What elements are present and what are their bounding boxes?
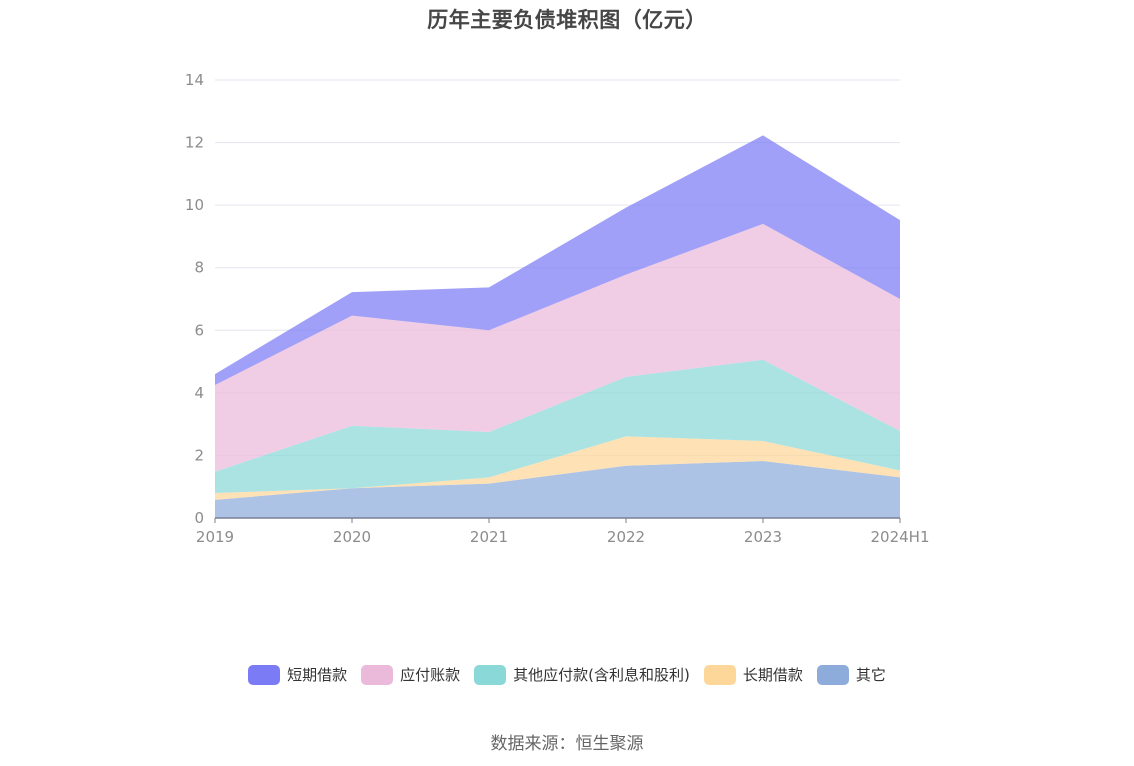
legend-swatch bbox=[248, 664, 281, 685]
x-tick-label: 2024H1 bbox=[871, 528, 930, 546]
chart-title: 历年主要负债堆积图（亿元） bbox=[427, 8, 707, 32]
legend-swatch bbox=[703, 664, 736, 685]
source-note: 数据来源：恒生聚源 bbox=[490, 734, 644, 754]
area-series-layer bbox=[215, 135, 900, 518]
x-tick-label: 2023 bbox=[744, 528, 782, 546]
legend-label: 短期借款 bbox=[287, 666, 348, 684]
x-tick-label: 2021 bbox=[470, 528, 508, 546]
legend-label: 长期借款 bbox=[742, 666, 803, 684]
area-series-0[interactable] bbox=[215, 461, 900, 518]
x-tick-label: 2019 bbox=[196, 528, 234, 546]
legend-item-0[interactable]: 其它 bbox=[816, 664, 886, 685]
stacked-area-chart: 0 2 4 6 8 10 12 14 2019 2020 2021 2022 2023 2024H1 bbox=[185, 71, 930, 546]
legend-swatch bbox=[361, 664, 394, 685]
y-tick-label: 4 bbox=[194, 384, 204, 402]
y-tick-label: 12 bbox=[185, 134, 204, 152]
legend-swatch bbox=[474, 664, 507, 685]
legend-item-1[interactable]: 长期借款 bbox=[703, 664, 803, 685]
y-tick-label: 2 bbox=[194, 446, 204, 464]
legend-label: 应付账款 bbox=[400, 666, 461, 684]
y-tick-label: 10 bbox=[185, 196, 204, 214]
legend-item-3[interactable]: 应付账款 bbox=[361, 664, 460, 685]
area-series-4[interactable] bbox=[215, 135, 900, 386]
legend-label: 其他应付款(含利息和股利) bbox=[513, 666, 690, 684]
area-series-2[interactable] bbox=[215, 359, 900, 493]
legend-item-4[interactable]: 短期借款 bbox=[248, 664, 347, 685]
axes: 0 2 4 6 8 10 12 14 2019 2020 2021 2022 2023 2024H1 bbox=[185, 71, 930, 546]
legend-swatch bbox=[816, 664, 849, 685]
y-tick-label: 6 bbox=[194, 321, 204, 339]
legend-item-2[interactable]: 其他应付款(含利息和股利) bbox=[474, 664, 690, 685]
y-tick-label: 8 bbox=[194, 259, 204, 277]
x-tick-label: 2020 bbox=[333, 528, 371, 546]
area-series-1[interactable] bbox=[215, 436, 900, 500]
x-tick-label: 2022 bbox=[607, 528, 645, 546]
area-series-3[interactable] bbox=[215, 223, 900, 472]
y-tick-label: 14 bbox=[185, 71, 204, 89]
y-tick-label: 0 bbox=[194, 509, 204, 527]
legend-label: 其它 bbox=[855, 666, 886, 684]
legend: 短期借款 应付账款 其他应付款(含利息和股利) 长期借款 其它 bbox=[0, 664, 1134, 685]
